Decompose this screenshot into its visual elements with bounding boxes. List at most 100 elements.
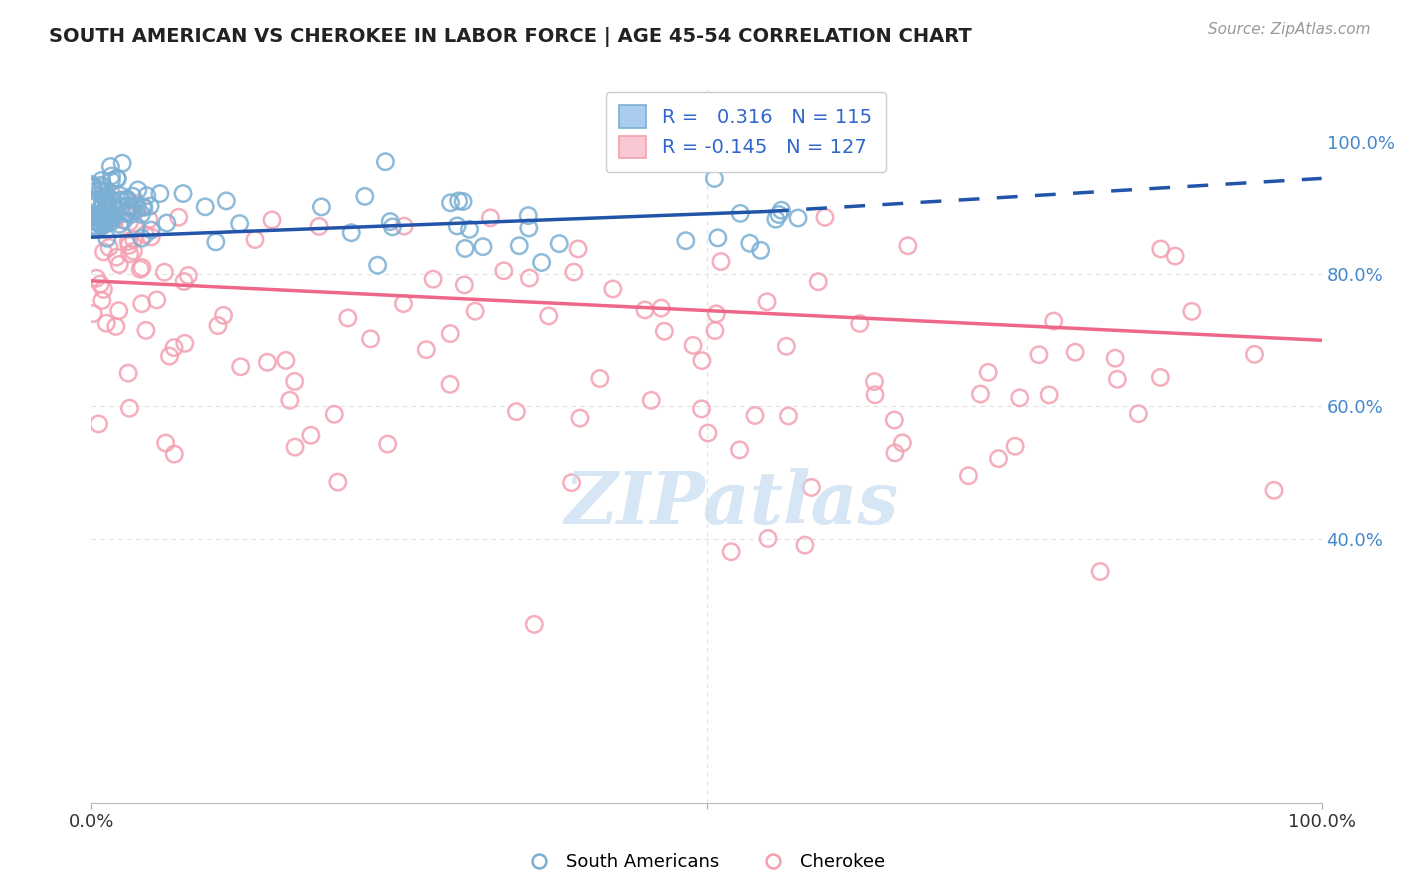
Point xyxy=(112,213,135,227)
Point xyxy=(883,413,905,427)
Point xyxy=(100,209,122,223)
Point xyxy=(163,341,186,355)
Point xyxy=(110,188,132,202)
Point xyxy=(454,242,477,256)
Point xyxy=(775,339,797,353)
Point xyxy=(97,196,120,211)
Point xyxy=(229,359,252,374)
Point xyxy=(1042,314,1064,328)
Point xyxy=(131,231,153,245)
Point xyxy=(122,244,145,259)
Point xyxy=(145,293,167,307)
Legend: R =   0.316   N = 115, R = -0.145   N = 127: R = 0.316 N = 115, R = -0.145 N = 127 xyxy=(606,92,886,171)
Text: ZIPatlas: ZIPatlas xyxy=(564,467,898,539)
Point xyxy=(86,208,108,222)
Point xyxy=(807,275,830,289)
Point xyxy=(730,206,752,220)
Point xyxy=(118,215,141,229)
Point xyxy=(110,193,132,207)
Point xyxy=(139,199,162,213)
Point xyxy=(675,234,697,248)
Point xyxy=(1008,391,1031,405)
Point xyxy=(360,332,382,346)
Point xyxy=(1149,370,1171,384)
Point xyxy=(100,174,122,188)
Point xyxy=(153,265,176,279)
Point xyxy=(380,214,402,228)
Point xyxy=(800,480,823,494)
Point xyxy=(987,451,1010,466)
Point xyxy=(105,172,128,186)
Point xyxy=(117,192,139,206)
Point xyxy=(134,227,156,242)
Point xyxy=(299,428,322,442)
Point xyxy=(439,195,461,210)
Point xyxy=(84,184,107,198)
Point xyxy=(897,239,920,253)
Point xyxy=(107,303,129,318)
Point xyxy=(1263,483,1285,498)
Point xyxy=(90,219,112,233)
Point xyxy=(149,186,172,201)
Text: SOUTH AMERICAN VS CHEROKEE IN LABOR FORCE | AGE 45-54 CORRELATION CHART: SOUTH AMERICAN VS CHEROKEE IN LABOR FORC… xyxy=(49,27,972,46)
Point xyxy=(98,240,121,254)
Point xyxy=(93,206,115,220)
Point xyxy=(256,355,278,369)
Point xyxy=(326,475,349,489)
Point xyxy=(93,244,115,259)
Point xyxy=(159,349,181,363)
Point xyxy=(814,211,837,225)
Point xyxy=(311,200,333,214)
Point xyxy=(602,282,624,296)
Point xyxy=(848,317,870,331)
Point xyxy=(89,207,111,221)
Point xyxy=(778,409,800,423)
Point xyxy=(131,207,153,221)
Point xyxy=(90,173,112,187)
Point xyxy=(127,183,149,197)
Point xyxy=(278,393,301,408)
Point xyxy=(82,197,104,211)
Point xyxy=(690,353,713,368)
Point xyxy=(1088,565,1111,579)
Point xyxy=(117,366,139,380)
Point xyxy=(108,217,131,231)
Point xyxy=(284,375,307,389)
Point xyxy=(720,545,742,559)
Point xyxy=(141,223,163,237)
Legend: South Americans, Cherokee: South Americans, Cherokee xyxy=(513,847,893,879)
Point xyxy=(132,200,155,214)
Point xyxy=(640,393,662,408)
Point xyxy=(479,211,502,225)
Point xyxy=(863,375,886,389)
Point xyxy=(1164,249,1187,263)
Point xyxy=(422,272,444,286)
Point xyxy=(87,216,110,230)
Point xyxy=(682,338,704,352)
Point xyxy=(508,238,530,252)
Point xyxy=(117,193,139,207)
Point xyxy=(100,169,122,183)
Point xyxy=(353,189,375,203)
Point xyxy=(308,219,330,234)
Point xyxy=(103,198,125,212)
Point xyxy=(91,199,114,213)
Point xyxy=(120,201,142,215)
Point xyxy=(523,617,546,632)
Point xyxy=(415,343,437,357)
Point xyxy=(749,244,772,258)
Point xyxy=(104,212,127,227)
Point xyxy=(704,307,727,321)
Point xyxy=(243,233,266,247)
Point xyxy=(97,211,120,225)
Point xyxy=(392,219,415,233)
Point xyxy=(93,185,115,199)
Point xyxy=(100,215,122,229)
Point xyxy=(1038,388,1060,402)
Point xyxy=(93,282,115,296)
Point xyxy=(96,231,118,245)
Point xyxy=(228,217,250,231)
Point xyxy=(82,179,104,194)
Point xyxy=(111,156,134,170)
Point xyxy=(98,207,121,221)
